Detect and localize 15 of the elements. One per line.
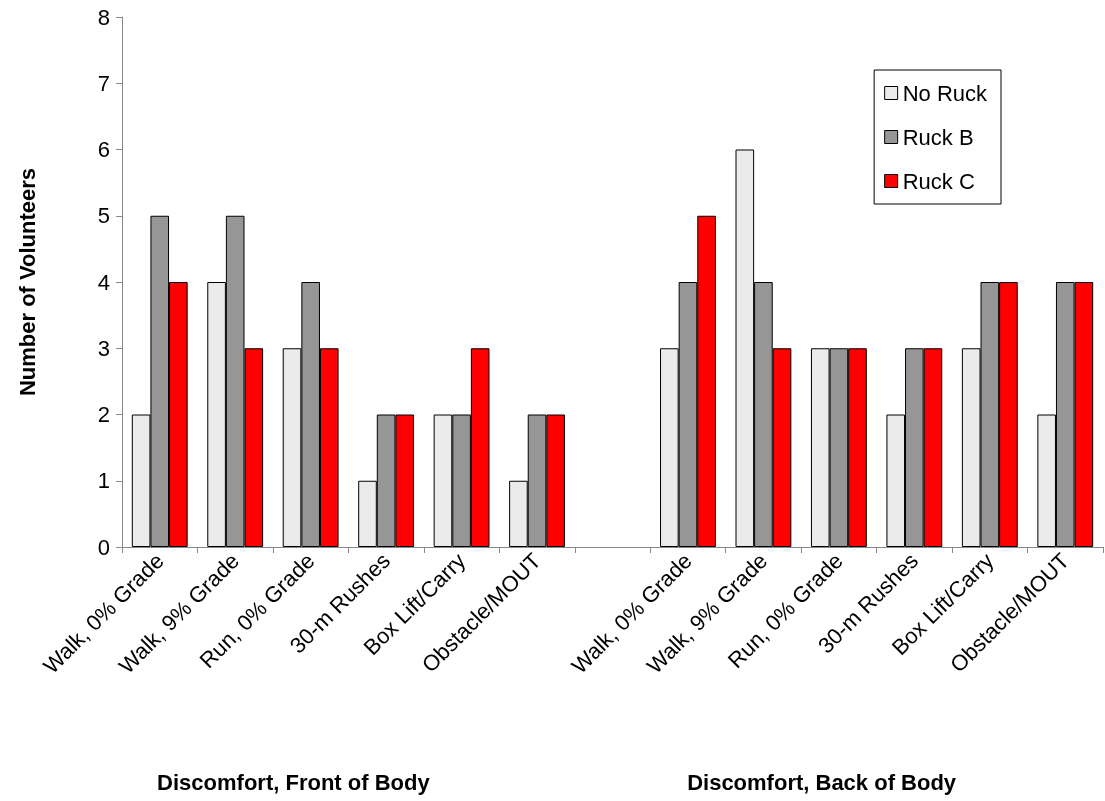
y-tick-label: 8: [97, 4, 110, 30]
legend-label: Ruck B: [902, 124, 974, 150]
y-tick-label: 4: [97, 269, 110, 295]
legend-label: Ruck C: [902, 168, 975, 194]
y-tick-label: 2: [97, 402, 110, 427]
y-tick-label: 1: [97, 468, 110, 494]
y-tick-label: 6: [97, 137, 110, 162]
text: Discomfort, Front of Body: [157, 769, 431, 795]
y-tick-label: 7: [97, 70, 110, 96]
legend-label: No Ruck: [902, 80, 988, 106]
y-tick-label: 0: [97, 534, 110, 560]
y-tick-label: 5: [97, 203, 110, 229]
text: Discomfort, Back of Body: [687, 769, 957, 795]
y-tick-label: 3: [97, 335, 110, 361]
y-axis-title: Number of Volunteers: [14, 167, 40, 397]
